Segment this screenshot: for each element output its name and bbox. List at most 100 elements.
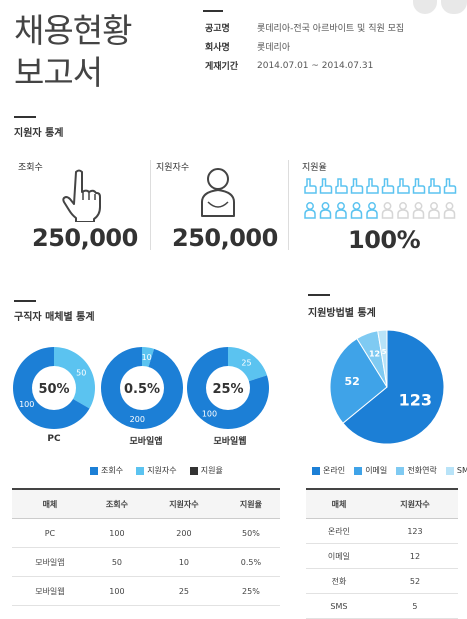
legend-swatch [312, 466, 320, 475]
table-row: PC 100 200 50% [12, 518, 280, 548]
person-icon [443, 202, 456, 219]
donut-value-label: 50 [76, 368, 86, 377]
table-cell: 50% [221, 518, 280, 548]
donut-center-label: 50% [38, 382, 69, 397]
table-cell: 모바일웹 [12, 576, 88, 606]
legend-swatch [189, 466, 198, 475]
legend-swatch [136, 466, 145, 475]
section-divider [14, 116, 36, 118]
hand-icon [412, 178, 426, 194]
applicants-value: 250,000 [172, 224, 278, 252]
page-title: 채용현황 보고서 [14, 11, 132, 92]
column-header: 조회수 [87, 488, 146, 519]
method-pie-chart: 123 52 12 5 [329, 329, 445, 445]
table-cell: 200 [145, 518, 222, 548]
section-divider [14, 300, 36, 302]
donut-title-mobile-web: 모바일웹 [213, 437, 247, 447]
stat-separator [288, 160, 289, 250]
table-cell: 5 [371, 593, 458, 619]
pie-value-label: 52 [344, 375, 359, 388]
column-header: 지원자수 [371, 488, 458, 519]
donut-title-mobile-app: 모바일앱 [129, 437, 163, 447]
column-header: 지원율 [221, 488, 280, 519]
table-row: 온라인 123 [306, 518, 458, 544]
corner-button-left[interactable] [413, 0, 437, 14]
table-cell: 전화 [306, 568, 372, 594]
method-stats-title: 지원방법별 통계 [308, 308, 376, 319]
legend-item: SMS [445, 466, 467, 475]
person-icon [201, 168, 235, 217]
hand-icon [319, 178, 333, 194]
donut-title-pc: PC [47, 434, 61, 444]
media-table: 매체 조회수 지원자수 지원율 PC 100 200 50% 모바일앱 50 1… [12, 488, 280, 606]
donut-value-label: 100 [202, 409, 217, 418]
person-icon [304, 202, 316, 219]
legend-item: 조회수 [90, 465, 123, 476]
stat-separator [150, 160, 151, 250]
person-icon [428, 202, 440, 219]
table-cell: 50 [87, 547, 146, 577]
pie-value-label: 5 [382, 348, 387, 356]
donut-value-label: 25 [241, 359, 251, 368]
info-divider [203, 10, 223, 12]
donut-center-label: 0.5% [124, 382, 160, 397]
legend-item: 지원자수 [136, 465, 177, 476]
views-value: 250,000 [32, 224, 138, 252]
applicant-stats-title: 지원자 통계 [14, 128, 64, 139]
pie-value-label: 12 [369, 350, 380, 359]
donut-hole [32, 366, 76, 410]
hand-icon [443, 178, 457, 194]
legend-item: 지원율 [189, 465, 223, 476]
column-header: 매체 [12, 488, 88, 519]
pie-value-label: 123 [399, 391, 432, 410]
pie-slice-1 [329, 337, 388, 424]
donut-value-label: 100 [19, 400, 34, 409]
info-row-period: 게재기간 2014.07.01 ~ 2014.07.31 [205, 60, 374, 73]
table-row: SMS 5 [306, 593, 458, 619]
legend-swatch [90, 466, 98, 475]
corner-button-right[interactable] [441, 0, 467, 14]
table-row: 모바일앱 50 10 0.5% [12, 547, 280, 577]
table-row: 모바일웹 100 25 25% [12, 576, 280, 606]
table-cell: SMS [306, 593, 372, 619]
table-cell: 온라인 [306, 518, 372, 544]
table-cell: 12 [371, 543, 458, 569]
donut-center-label: 25% [212, 382, 243, 397]
applicants-label: 지원자수 [156, 163, 190, 173]
method-table: 매체 지원자수 온라인 123 이메일 12 전화 52 SMS 5 [306, 488, 458, 619]
views-label: 조회수 [18, 163, 43, 173]
table-cell: 100 [87, 518, 146, 548]
table-cell: 25 [145, 576, 222, 606]
table-cell: 10 [145, 547, 222, 577]
pie-slice-3 [377, 329, 388, 388]
legend-item: 전화연락 [396, 465, 437, 476]
table-cell: 모바일앱 [12, 547, 88, 577]
hand-icon [366, 178, 379, 194]
person-icon [381, 202, 394, 219]
rate-value: 100% [348, 226, 421, 254]
donut-hole [206, 366, 250, 410]
person-icon [319, 202, 332, 219]
table-cell: 100 [87, 576, 146, 606]
hand-icon [381, 178, 395, 194]
table-header-row: 매체 조회수 지원자수 지원율 [12, 488, 280, 519]
legend-item: 이메일 [354, 465, 387, 476]
media-stats-title: 구직자 매체별 통계 [14, 312, 95, 323]
rate-icon-grid [304, 178, 457, 219]
person-icon [412, 202, 425, 219]
donut-value-label: 200 [130, 415, 145, 424]
pie-slice-0 [342, 329, 445, 445]
hand-pointer-icon [62, 169, 101, 222]
media-donut-charts: 50% 50 100 0.5% 10 200 25% 25 100 [12, 347, 269, 429]
hand-icon [428, 178, 441, 194]
info-row-posting: 공고명 롯데리아-전국 아르바이트 및 직원 모집 [205, 24, 405, 34]
legend-item: 온라인 [312, 465, 345, 476]
person-icon [335, 202, 347, 219]
info-row-company: 회사명 롯데리아 [205, 43, 291, 53]
table-cell: PC [12, 518, 88, 548]
donut-hole [120, 366, 164, 410]
table-cell: 25% [221, 576, 280, 606]
posting-info: 공고명 롯데리아-전국 아르바이트 및 직원 모집 회사명 롯데리아 게재기간 … [205, 18, 404, 75]
person-icon [397, 202, 409, 219]
column-header: 매체 [306, 488, 372, 519]
